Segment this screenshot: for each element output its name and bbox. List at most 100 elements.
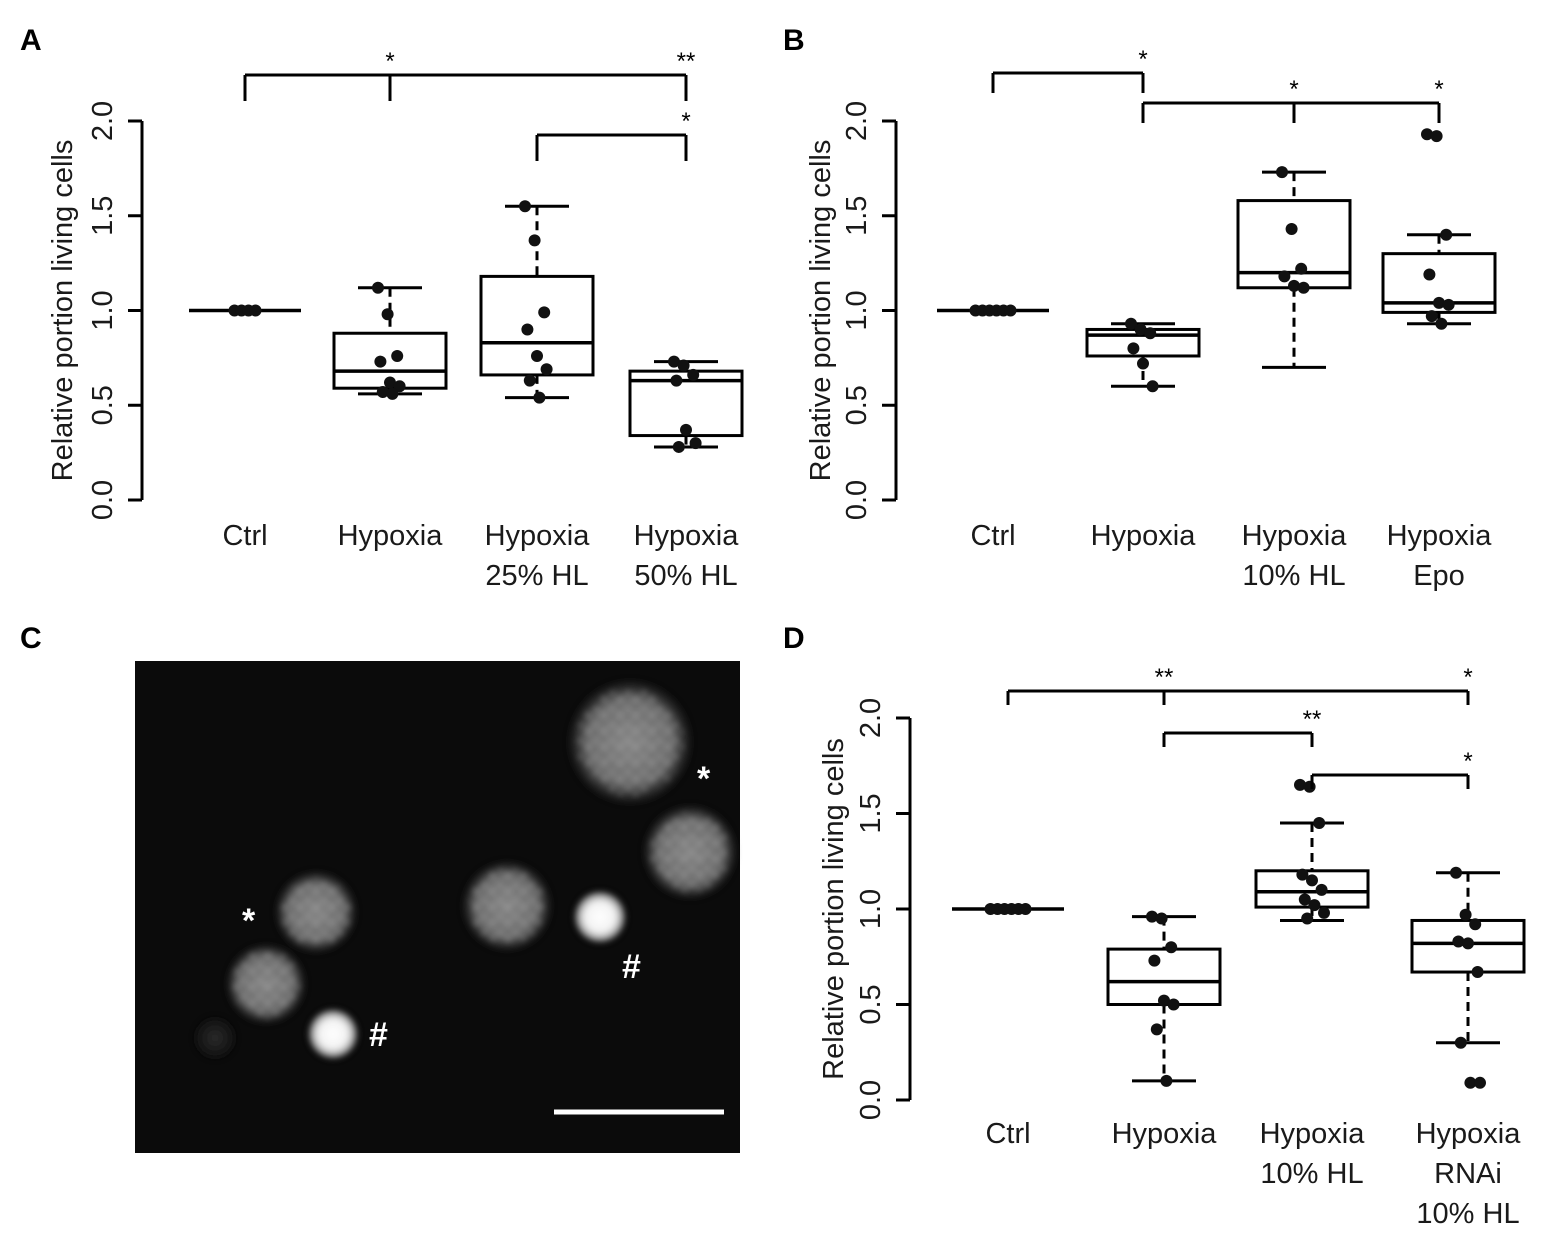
data-point [1294,778,1306,791]
y-tick-label: 1.0 [841,290,873,330]
data-point [672,440,685,453]
data-point [376,385,389,398]
category-label: Ctrl [985,1118,1030,1150]
nucleus-texture [469,868,545,944]
data-point [1423,268,1436,281]
data-point [1167,998,1180,1011]
category-label: Ctrl [970,520,1015,552]
significance-label: ** [1303,706,1322,733]
y-tick-label: 2.0 [855,698,887,738]
panel-label-a: A [20,24,42,57]
panel-label-d: D [783,622,805,655]
box-iqr [479,274,595,377]
data-point [677,359,690,372]
significance-bracket: *** [243,48,696,101]
category-label: 25% HL [485,560,588,592]
data-point [670,374,683,387]
nucleus-texture [650,812,730,892]
data-point [1134,323,1147,336]
data-point [1004,304,1017,317]
significance-bracket: ** [1162,706,1322,747]
data-point [372,281,384,294]
data-point [1308,899,1321,912]
category-label: Hypoxia [1387,520,1493,552]
significance-label: ** [1155,664,1174,691]
data-point [1298,893,1311,906]
data-point [384,376,396,389]
category-label: Hypoxia [1112,1118,1218,1150]
y-axis-label: Relative portion living cells [805,140,837,482]
y-tick-label: 0.0 [855,1080,887,1120]
category-label: 50% HL [634,560,737,592]
data-point [249,304,262,317]
category-label: Epo [1413,560,1465,592]
data-point [1474,1076,1486,1089]
nucleus-texture [281,877,351,947]
data-point [1155,912,1168,925]
data-point [1148,954,1161,967]
data-point [1165,941,1178,954]
data-point [1150,1023,1163,1036]
data-point [1452,935,1465,948]
data-point [1288,279,1300,292]
y-tick-label: 1.5 [841,196,873,236]
micrograph-label-star: * [697,760,711,798]
data-point [386,387,399,400]
data-point [1459,908,1472,921]
data-point [1430,130,1443,143]
data-point [1421,128,1433,141]
significance-bracket: ** [1141,76,1444,123]
box-group [1085,317,1201,393]
condensed-nucleus [573,890,627,944]
condensed-nucleus [307,1008,359,1060]
box-group [332,281,448,400]
y-axis-label: Relative portion living cells [47,140,79,482]
box-group [952,903,1064,915]
data-point [1464,1076,1477,1089]
data-point [391,349,404,362]
data-point [1471,966,1484,979]
data-point [1318,906,1330,919]
significance-label: * [1138,46,1147,73]
data-point [531,349,543,362]
data-point [1144,327,1157,340]
y-tick-label: 0.5 [87,385,119,425]
category-label: 10% HL [1416,1198,1519,1230]
category-label: Hypoxia [485,520,591,552]
data-point [1462,937,1474,950]
micrograph-panel-c: * * # # [135,661,740,1153]
micrograph-label-star: * [242,902,256,940]
data-point [528,234,541,247]
y-tick-label: 2.0 [841,101,873,141]
data-point [1450,866,1462,879]
box-group [1410,866,1526,1089]
data-point [1295,262,1308,275]
box-group [1381,128,1497,330]
data-point [1278,270,1291,283]
data-point [540,363,553,376]
nucleus-texture [576,688,684,796]
category-label: Hypoxia [1260,1118,1366,1150]
box-group [189,304,301,317]
y-tick-label: 0.0 [87,480,119,520]
panel-label-c: C [20,622,42,655]
significance-bracket: * [535,108,691,161]
data-point [1276,166,1288,179]
data-point [519,200,531,213]
data-point [689,437,702,450]
significance-label: * [1289,76,1298,103]
data-point [1435,317,1448,330]
significance-label: ** [677,48,696,75]
significance-bracket: * [991,46,1148,93]
data-point [1433,296,1445,309]
data-point [668,355,680,368]
y-tick-label: 1.0 [87,290,119,330]
y-tick-label: 0.5 [855,984,887,1024]
y-tick-label: 1.0 [855,889,887,929]
micrograph-label-hash: # [622,948,641,986]
box-group [479,200,595,404]
data-point [1301,912,1314,925]
data-point [1442,298,1455,311]
